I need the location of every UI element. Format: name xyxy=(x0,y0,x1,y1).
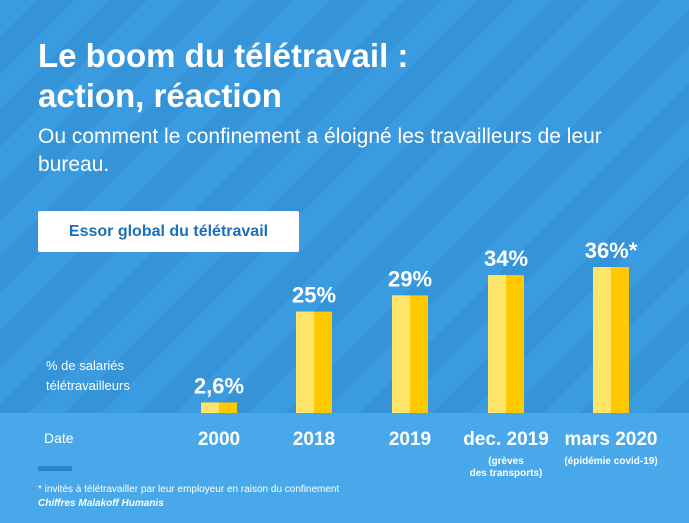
data-label-2: 29% xyxy=(388,266,432,291)
subtitle: Ou comment le confinement a éloigné les … xyxy=(38,125,602,176)
page-title: Le boom du télétravail : action, réactio… xyxy=(38,36,408,116)
legend-swatch xyxy=(38,466,72,471)
bar-highlight-4 xyxy=(593,267,611,413)
y-axis-label: % de salariés télétravailleurs xyxy=(46,356,186,396)
data-label-1: 25% xyxy=(292,283,336,308)
data-label-4: 36%* xyxy=(585,238,638,263)
title-line-1: Le boom du télétravail : xyxy=(38,37,409,74)
bar-highlight-2 xyxy=(392,295,410,413)
tick-label-2: 2019 xyxy=(389,429,431,450)
section-tag: Essor global du télétravail xyxy=(38,211,299,252)
bar-highlight-3 xyxy=(488,275,506,413)
y-axis-label-line-2: télétravailleurs xyxy=(46,378,130,393)
category-note-3: (grèves des transports) xyxy=(470,456,543,479)
data-label-0: 2,6% xyxy=(194,373,244,398)
tick-label-1: 2018 xyxy=(293,429,335,450)
x-axis-label: Date xyxy=(44,430,74,446)
tick-label-0: 2000 xyxy=(198,429,240,450)
footnote: * invités à télétravailler par leur empl… xyxy=(38,484,340,495)
axis-band xyxy=(0,413,689,523)
tick-label-4: mars 2020 xyxy=(565,429,658,450)
y-axis-label-line-1: % de salariés xyxy=(46,358,125,373)
title-line-2: action, réaction xyxy=(38,77,282,114)
source-credit: Chiffres Malakoff Humanis xyxy=(38,498,164,509)
data-label-3: 34% xyxy=(484,246,528,271)
category-note-4: (épidémie covid-19) xyxy=(564,456,657,467)
bar-highlight-0 xyxy=(201,402,219,413)
tick-label-3: dec. 2019 xyxy=(463,429,549,450)
section-tag-label: Essor global du télétravail xyxy=(68,222,269,240)
bar-highlight-1 xyxy=(296,311,314,413)
